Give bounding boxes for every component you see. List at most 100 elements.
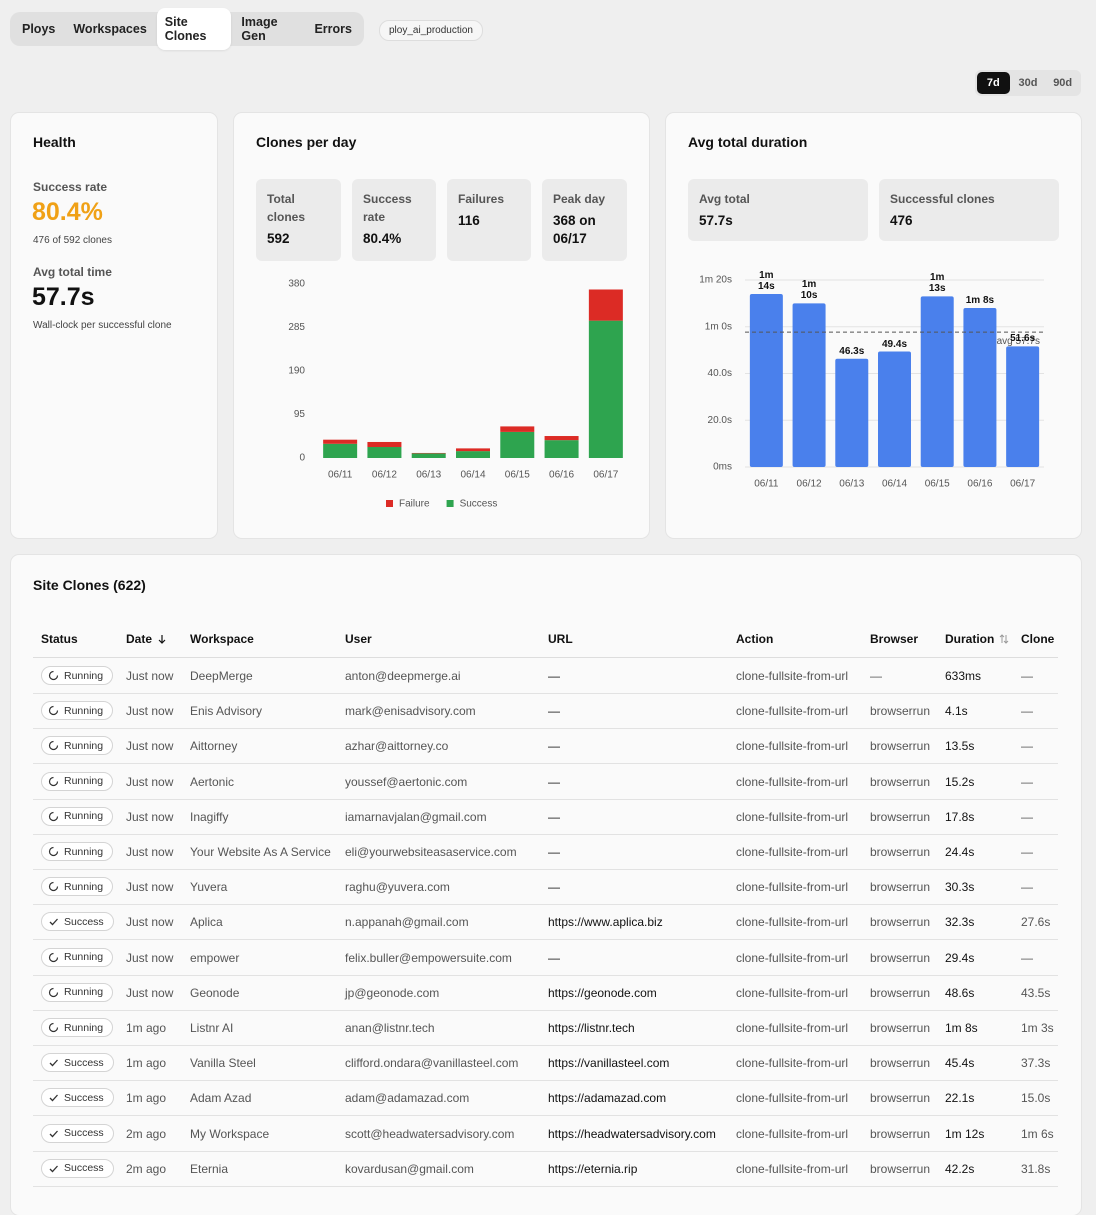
table-cell: — [548, 704, 560, 718]
table-cell: browserrun [870, 1127, 930, 1141]
column-header[interactable]: User [345, 632, 372, 646]
column-header[interactable]: Date [126, 632, 168, 646]
status-icon [48, 811, 59, 822]
table-cell: https://eternia.rip [548, 1162, 637, 1176]
table-cell: Yuvera [190, 880, 227, 894]
status-icon [48, 705, 59, 716]
table-cell: Just now [126, 845, 173, 859]
table-cell: — [548, 775, 560, 789]
y-tick-label: 40.0s [708, 368, 732, 379]
status-badge: Success [41, 912, 114, 931]
nav-tab[interactable]: Ploys [14, 15, 63, 43]
status-text: Success [64, 1127, 104, 1139]
range-option[interactable]: 30d [1012, 72, 1045, 94]
column-header[interactable]: Clone [1021, 632, 1054, 646]
data-label: 51.6s [1007, 333, 1039, 344]
status-text: Success [64, 916, 104, 928]
y-tick-label: 285 [288, 322, 305, 333]
column-header[interactable]: Action [736, 632, 773, 646]
y-tick-label: 95 [294, 409, 306, 420]
metric-value: 57.7s [32, 283, 95, 312]
table-cell: — [1021, 951, 1033, 965]
column-header[interactable]: Workspace [190, 632, 254, 646]
table-cell: — [548, 739, 560, 753]
nav-tab[interactable]: Errors [306, 15, 360, 43]
status-icon [48, 1128, 59, 1139]
legend-label: Success [460, 499, 498, 510]
status-icon [48, 740, 59, 751]
status-badge: Running [41, 736, 113, 755]
table-cell: 2m ago [126, 1127, 166, 1141]
y-tick-label: 190 [288, 366, 305, 377]
table-cell: 15.0s [1021, 1091, 1050, 1105]
metric-label: Avg total time [33, 265, 112, 279]
table-cell: — [548, 880, 560, 894]
table-cell: 1m ago [126, 1091, 166, 1105]
status-text: Success [64, 1092, 104, 1104]
data-label: 1m 14s [750, 270, 782, 292]
status-icon [48, 916, 59, 927]
table-cell: 31.8s [1021, 1162, 1050, 1176]
bar-segment [323, 444, 357, 458]
table-cell: Just now [126, 669, 173, 683]
table-cell: clone-fullsite-from-url [736, 845, 848, 859]
environment-pill[interactable]: ploy_ai_production [379, 20, 483, 41]
row-divider [33, 693, 1058, 694]
table-cell: browserrun [870, 704, 930, 718]
column-header[interactable]: Duration [945, 632, 1010, 646]
range-option[interactable]: 7d [977, 72, 1010, 94]
x-tick-label: 06/16 [549, 470, 574, 481]
table-cell: Listnr AI [190, 1021, 233, 1035]
column-header[interactable]: URL [548, 632, 573, 646]
bar-segment [456, 451, 490, 458]
table-cell: 1m ago [126, 1021, 166, 1035]
bar-segment [589, 321, 623, 458]
table-cell: 27.6s [1021, 915, 1050, 929]
table-cell: Vanilla Steel [190, 1056, 256, 1070]
table-cell: 42.2s [945, 1162, 974, 1176]
data-label: 49.4s [879, 339, 911, 350]
y-tick-label: 0ms [713, 462, 732, 473]
table-cell: https://geonode.com [548, 986, 657, 1000]
status-icon [48, 670, 59, 681]
table-cell: — [870, 669, 882, 683]
x-tick-label: 06/17 [593, 470, 618, 481]
data-label: 1m 10s [793, 279, 825, 301]
table-cell: Adam Azad [190, 1091, 251, 1105]
nav-tab[interactable]: Workspaces [65, 15, 154, 43]
table-cell: anton@deepmerge.ai [345, 669, 461, 683]
nav-tab[interactable]: Image Gen [233, 8, 304, 50]
status-text: Running [64, 1022, 103, 1034]
table-cell: 43.5s [1021, 986, 1050, 1000]
data-label: 1m 8s [964, 295, 996, 306]
x-tick-label: 06/13 [416, 470, 441, 481]
table-cell: 15.2s [945, 775, 974, 789]
column-header[interactable]: Status [41, 632, 78, 646]
header-divider [33, 657, 1058, 658]
bar [793, 303, 826, 467]
table-cell: kovardusan@gmail.com [345, 1162, 474, 1176]
table-cell: 1m ago [126, 1056, 166, 1070]
bar [835, 359, 868, 467]
sort-icon[interactable] [156, 633, 168, 645]
sort-icon[interactable] [998, 633, 1010, 645]
x-tick-label: 06/17 [1010, 479, 1035, 490]
status-icon [48, 846, 59, 857]
table-cell: 24.4s [945, 845, 974, 859]
data-label: 46.3s [836, 346, 868, 357]
table-cell: Just now [126, 986, 173, 1000]
table-cell: — [1021, 704, 1033, 718]
table-cell: 30.3s [945, 880, 974, 894]
range-option[interactable]: 90d [1046, 72, 1079, 94]
table-cell: clone-fullsite-from-url [736, 986, 848, 1000]
table-cell: — [1021, 810, 1033, 824]
table-cell: https://headwatersadvisory.com [548, 1127, 716, 1141]
table-cell: browserrun [870, 986, 930, 1000]
nav-tab[interactable]: Site Clones [157, 8, 232, 50]
x-tick-label: 06/16 [967, 479, 992, 490]
row-divider [33, 1115, 1058, 1116]
column-header[interactable]: Browser [870, 632, 918, 646]
